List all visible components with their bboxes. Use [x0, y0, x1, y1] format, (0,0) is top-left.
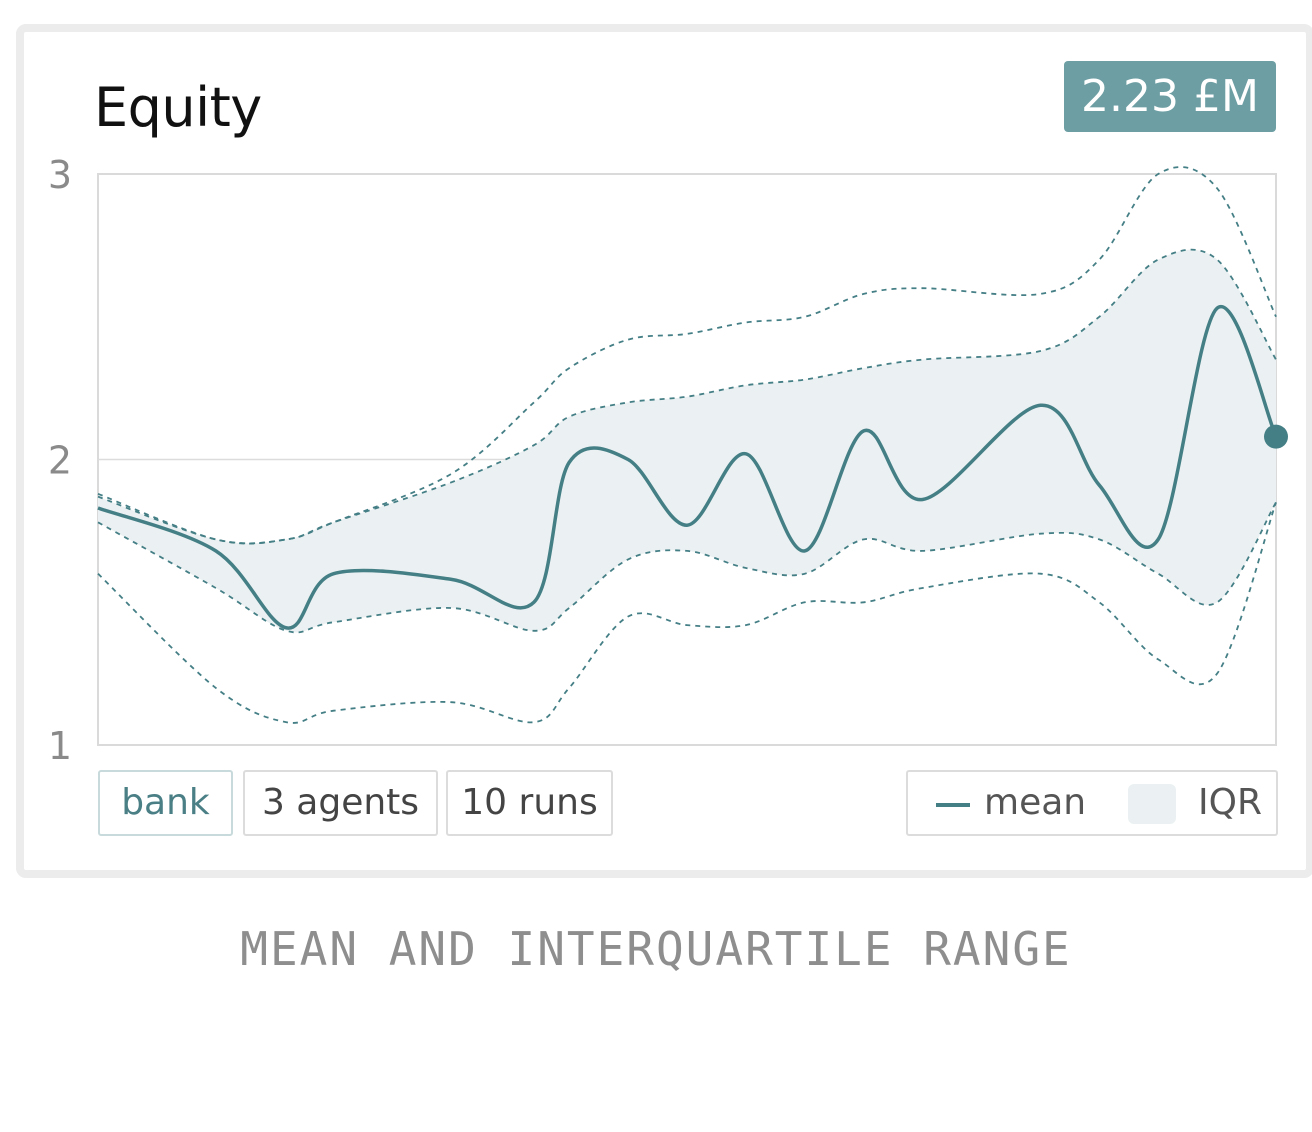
- y-tick-label-1: 1: [48, 724, 72, 768]
- chart-title: Equity: [94, 76, 262, 139]
- y-tick-label-3: 3: [48, 153, 72, 197]
- q75-line: [97, 248, 1277, 545]
- filter-runs[interactable]: 10 runs: [446, 770, 613, 836]
- upper-bound-line: [97, 166, 1277, 545]
- filter-agents[interactable]: 3 agents: [243, 770, 438, 836]
- mean-line: [97, 304, 1278, 630]
- lower-bound-line: [97, 502, 1277, 724]
- mean-endpoint-dot: [1264, 424, 1288, 449]
- legend-mean-label: mean: [984, 782, 1087, 823]
- q25-line: [97, 501, 1277, 634]
- legend-iqr-label: IQR: [1198, 782, 1262, 823]
- filter-bank[interactable]: bank: [98, 770, 233, 836]
- equity-chart: 1 2 3: [48, 153, 1288, 768]
- iqr-band: [98, 249, 1276, 633]
- legend-iqr-swatch: [1128, 784, 1176, 824]
- figure-caption: MEAN AND INTERQUARTILE RANGE: [240, 922, 1072, 976]
- y-tick-label-2: 2: [48, 439, 72, 483]
- chart-legend: mean IQR: [906, 770, 1278, 836]
- legend-mean-swatch: [936, 803, 970, 807]
- value-badge: 2.23 £M: [1064, 61, 1276, 132]
